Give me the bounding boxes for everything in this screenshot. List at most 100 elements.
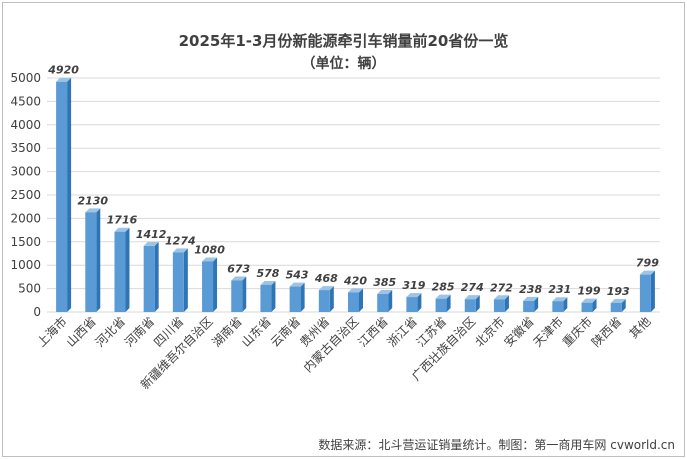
bar (202, 261, 214, 312)
bar (143, 245, 155, 312)
bar-side (213, 257, 218, 312)
y-tick-label: 2000 (10, 211, 41, 225)
x-tick-label: 天津市 (530, 314, 566, 350)
bar-side (271, 280, 276, 312)
bar (348, 292, 359, 312)
data-label: 1080 (194, 243, 225, 256)
bar (231, 280, 243, 312)
data-label: 272 (490, 281, 513, 294)
y-tick-label: 2500 (10, 188, 41, 202)
y-tick-label: 3500 (10, 141, 41, 155)
data-label: 468 (314, 272, 338, 285)
x-tick-label: 山东省 (239, 314, 274, 349)
data-label: 543 (286, 269, 309, 282)
y-tick-label: 1000 (10, 258, 41, 272)
bar-side (67, 77, 72, 312)
bar-top (639, 270, 655, 275)
bar-side (504, 295, 509, 312)
bar-side (359, 288, 363, 312)
bar-side (183, 248, 188, 312)
bar (493, 299, 505, 312)
y-tick-label: 3000 (10, 165, 41, 179)
data-label: 231 (548, 283, 571, 296)
bar-side (534, 296, 539, 312)
data-label: 238 (519, 283, 542, 296)
bar (639, 274, 651, 312)
data-label: 385 (373, 276, 396, 289)
bar (406, 297, 418, 312)
bar-top (318, 286, 334, 291)
bar-side (300, 282, 305, 312)
bar-top (56, 77, 72, 82)
chart-title: 2025年1-3月份新能源牵引车销量前20省份一览 (178, 32, 509, 50)
data-label: 4920 (47, 64, 79, 77)
bar-side (329, 286, 334, 312)
bar-top (610, 298, 626, 303)
bar-side (650, 270, 655, 312)
bar-top (523, 296, 539, 301)
bar-side (592, 298, 597, 312)
data-label: 420 (343, 274, 367, 287)
bar-top (406, 293, 422, 298)
bar-top (172, 248, 188, 253)
data-label: 673 (227, 263, 250, 276)
y-tick-label: 4000 (10, 118, 41, 132)
x-tick-label: 山西省 (64, 314, 99, 349)
bar (581, 302, 593, 312)
bar-top (231, 276, 247, 281)
bar (610, 302, 622, 312)
bar-top (114, 227, 130, 232)
data-label: 199 (578, 285, 601, 298)
x-tick-label: 河北省 (93, 314, 128, 349)
x-tick-label: 安徽省 (501, 314, 537, 350)
bar-side (125, 227, 130, 312)
data-source-note: 数据来源：北斗营运证销量统计。制图：第一商用车网 cvworld.cn (318, 438, 675, 452)
bar-top (143, 241, 159, 246)
data-label: 1274 (165, 234, 196, 247)
y-tick-label: 0 (33, 305, 41, 319)
bar-side (96, 208, 101, 312)
data-label: 274 (461, 281, 484, 294)
bar-side (475, 295, 480, 312)
bar (114, 231, 126, 312)
bar-side (154, 241, 159, 312)
x-tick-label: 陕西省 (588, 314, 624, 350)
chart-subtitle: （单位：辆） (301, 56, 386, 72)
x-tick-label: 云南省 (267, 314, 303, 350)
data-label: 285 (432, 281, 455, 294)
x-tick-label: 北京市 (472, 314, 508, 350)
data-label: 2130 (77, 194, 108, 207)
y-tick-label: 500 (18, 282, 41, 296)
x-tick-label: 湖南省 (209, 314, 245, 350)
data-label: 319 (402, 279, 425, 292)
y-tick-label: 1500 (10, 235, 41, 249)
x-tick-label: 浙江省 (385, 314, 420, 349)
data-label: 193 (607, 285, 630, 298)
bar (56, 81, 68, 312)
bar-side (388, 289, 393, 312)
bar (289, 286, 301, 312)
bar (318, 290, 330, 312)
bar-top (581, 298, 597, 303)
bar (172, 252, 184, 312)
bar (85, 212, 97, 312)
x-tick-label: 江西省 (355, 314, 390, 349)
bar-top (348, 288, 363, 293)
bar-top (435, 294, 451, 299)
bar (523, 300, 535, 312)
bar-side (242, 276, 247, 312)
bar (552, 301, 564, 312)
bar (260, 284, 272, 312)
bar-side (446, 294, 451, 312)
bar-side (417, 293, 422, 312)
x-tick-label: 其他 (627, 314, 654, 341)
bar-top (85, 208, 101, 213)
bar-side (563, 297, 568, 312)
bar-top (493, 295, 509, 300)
x-tick-label: 重庆市 (559, 314, 595, 350)
data-label: 1716 (107, 214, 138, 227)
bar-side (621, 298, 626, 312)
data-label: 578 (256, 267, 279, 280)
bar-top (552, 297, 568, 302)
